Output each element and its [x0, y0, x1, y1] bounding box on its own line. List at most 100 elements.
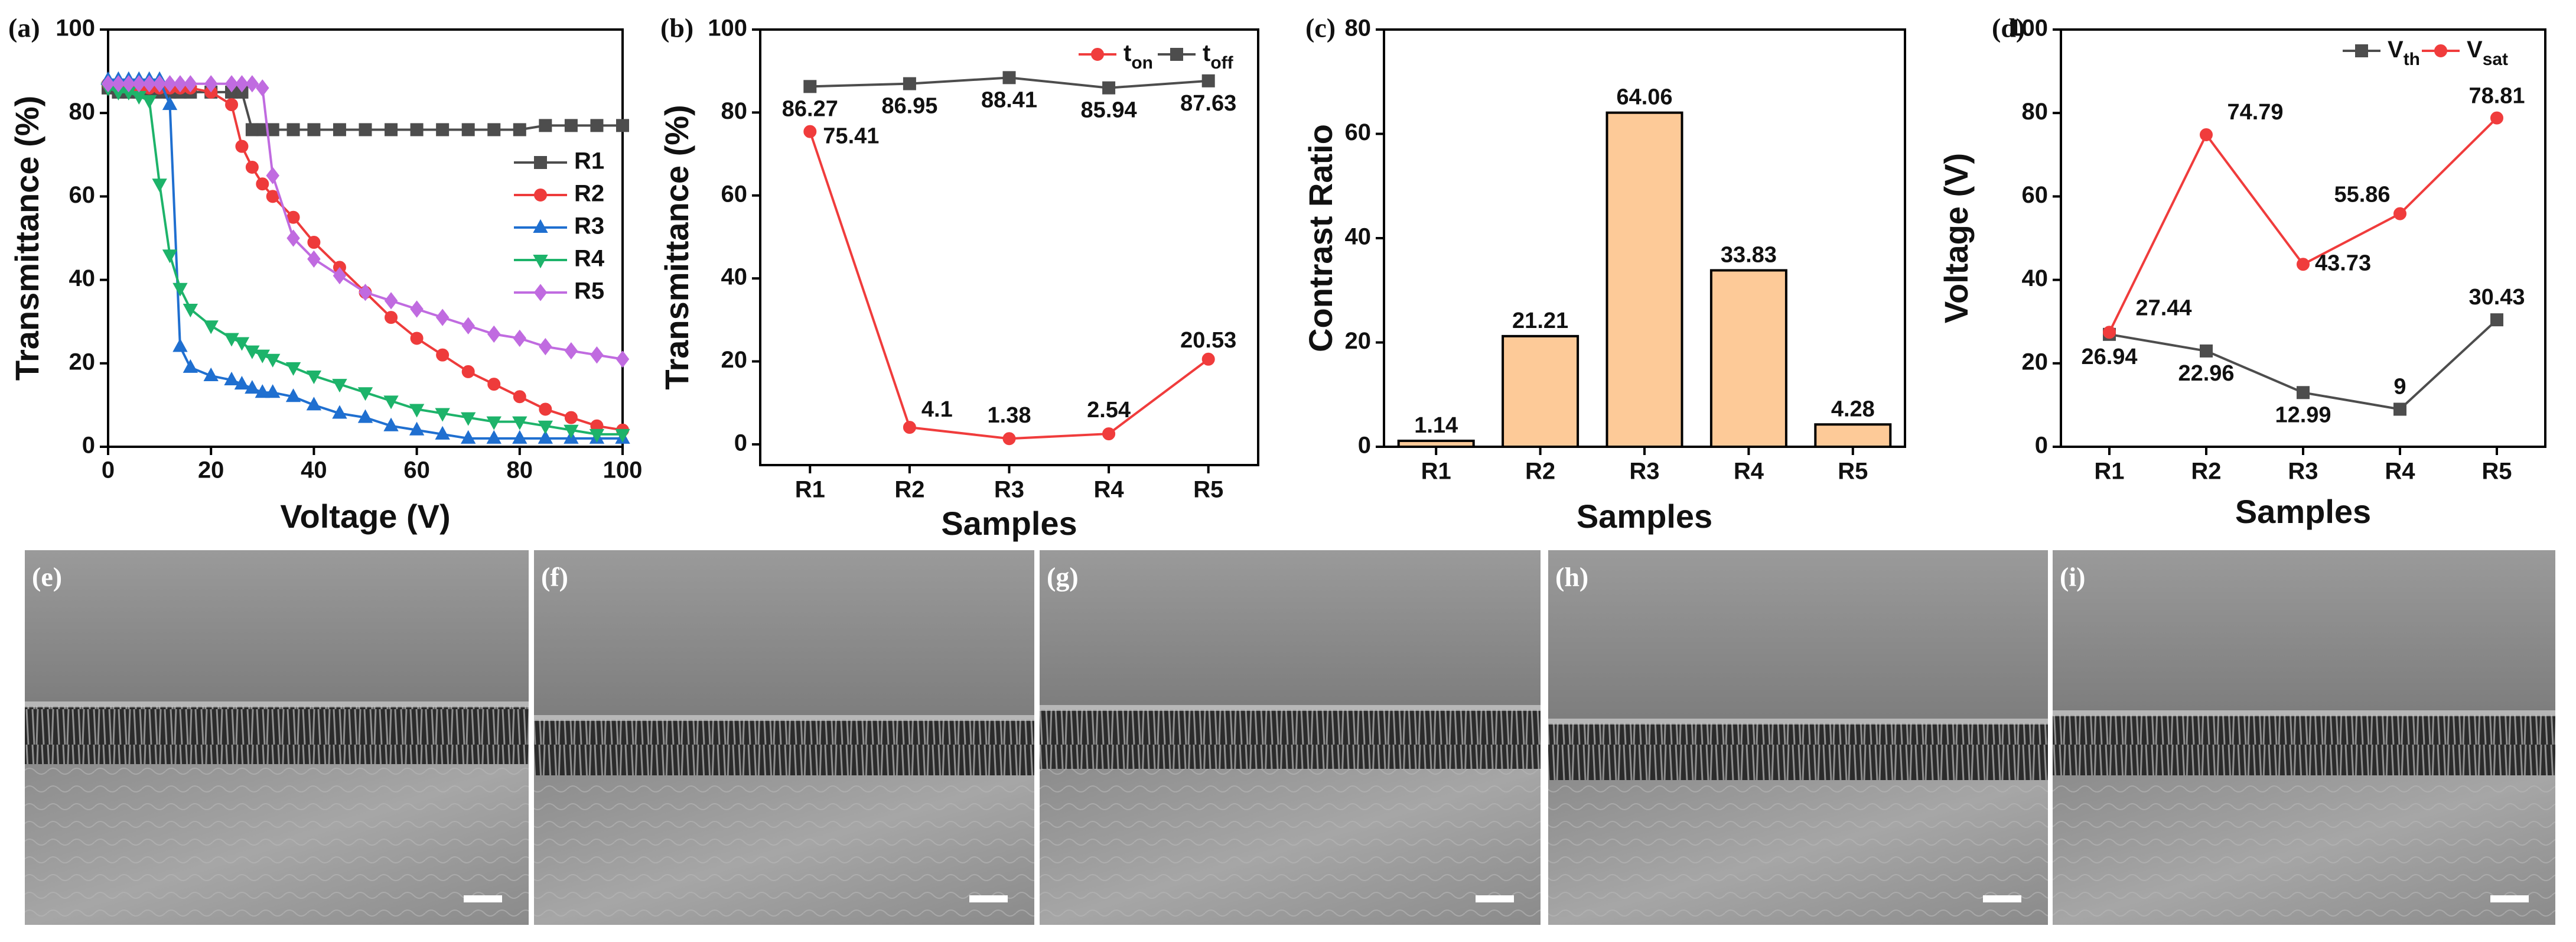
scale-bar [1476, 895, 1514, 902]
legend-label: Vsat [2467, 37, 2508, 70]
marker [306, 370, 322, 385]
y-tick-label: 20 [69, 349, 96, 375]
marker [803, 80, 817, 93]
panel-label: (d) [1992, 13, 2025, 43]
marker [307, 123, 321, 137]
scale-bar [969, 895, 1008, 902]
y-tick-label: 80 [1345, 15, 1372, 41]
marker [616, 119, 629, 132]
marker [306, 397, 322, 411]
marker [533, 219, 548, 233]
x-axis-title: Samples [1577, 498, 1712, 535]
value-label: 20.53 [1180, 328, 1236, 353]
plot-frame [107, 28, 624, 448]
marker [2393, 207, 2406, 220]
value-label: 87.63 [1180, 91, 1236, 116]
value-label: 86.27 [782, 96, 838, 121]
marker [2355, 44, 2368, 57]
y-axis-title: Transmittance (%) [658, 105, 695, 389]
legend-label: ton [1123, 40, 1153, 73]
marker [564, 424, 579, 438]
marker [436, 123, 450, 137]
marker [173, 75, 187, 93]
y-tick-label: 40 [721, 264, 748, 290]
x-tick-label: 0 [102, 457, 115, 483]
marker [461, 365, 475, 378]
series-line [809, 131, 1209, 440]
marker [224, 333, 239, 347]
x-tick-label: R2 [1525, 459, 1555, 485]
marker [512, 416, 527, 430]
sem-top [1548, 550, 2048, 723]
marker [245, 345, 260, 359]
marker [163, 75, 177, 93]
image-label: (i) [2060, 562, 2085, 592]
marker [265, 384, 281, 398]
marker [539, 119, 552, 132]
bar [1709, 269, 1787, 448]
image-label: (g) [1047, 562, 1079, 592]
y-tick-label: 100 [708, 15, 747, 41]
sem-top [534, 550, 1034, 720]
panel-label: (c) [1305, 13, 1336, 43]
marker [461, 123, 475, 137]
marker [2393, 402, 2406, 416]
value-label: 75.41 [823, 124, 879, 149]
marker [590, 119, 604, 132]
marker [410, 332, 424, 345]
panel-label: (b) [660, 13, 693, 43]
marker [286, 210, 300, 224]
marker [564, 119, 578, 132]
sem-band-edge [25, 701, 529, 707]
marker [333, 123, 346, 137]
x-tick-label: R2 [894, 477, 924, 503]
marker [385, 311, 398, 324]
x-tick-label: R1 [795, 477, 825, 503]
x-tick-label: 20 [198, 457, 224, 483]
marker [1102, 427, 1116, 441]
sem-band-edge [1548, 719, 2048, 725]
bar [1605, 111, 1683, 449]
marker [1201, 352, 1215, 366]
marker [410, 123, 424, 137]
marker [436, 348, 450, 362]
x-tick-label: R3 [994, 477, 1024, 503]
marker [1002, 432, 1016, 446]
marker [141, 95, 157, 109]
marker [359, 284, 372, 301]
marker [162, 249, 178, 264]
sem-band [1040, 710, 1541, 769]
value-label: 9 [2393, 374, 2406, 399]
y-tick-label: 20 [2022, 349, 2049, 375]
marker [486, 416, 501, 430]
x-axis-title: Voltage (V) [280, 498, 450, 535]
y-tick-label: 60 [721, 181, 748, 207]
sem-texture [2053, 775, 2555, 925]
marker [285, 362, 301, 376]
marker [538, 430, 553, 444]
marker [435, 425, 450, 440]
marker [332, 405, 347, 419]
marker [615, 350, 630, 368]
x-tick-label: R4 [1094, 477, 1125, 503]
marker [245, 75, 259, 93]
scale-bar [464, 895, 502, 902]
x-axis-title: Samples [941, 505, 1077, 542]
marker [183, 304, 198, 318]
y-tick-label: 80 [721, 98, 748, 124]
marker [132, 75, 146, 93]
y-tick-label: 40 [1345, 224, 1372, 250]
marker [513, 329, 527, 347]
y-tick-label: 0 [2035, 433, 2048, 459]
marker [359, 123, 372, 137]
marker [245, 160, 259, 174]
marker [487, 325, 501, 343]
marker [385, 123, 398, 137]
legend-label: Vth [2388, 37, 2420, 70]
legend-label: toff [1203, 40, 1234, 73]
marker [487, 123, 501, 137]
marker [534, 156, 547, 169]
marker [357, 409, 373, 423]
bar [1814, 423, 1892, 449]
